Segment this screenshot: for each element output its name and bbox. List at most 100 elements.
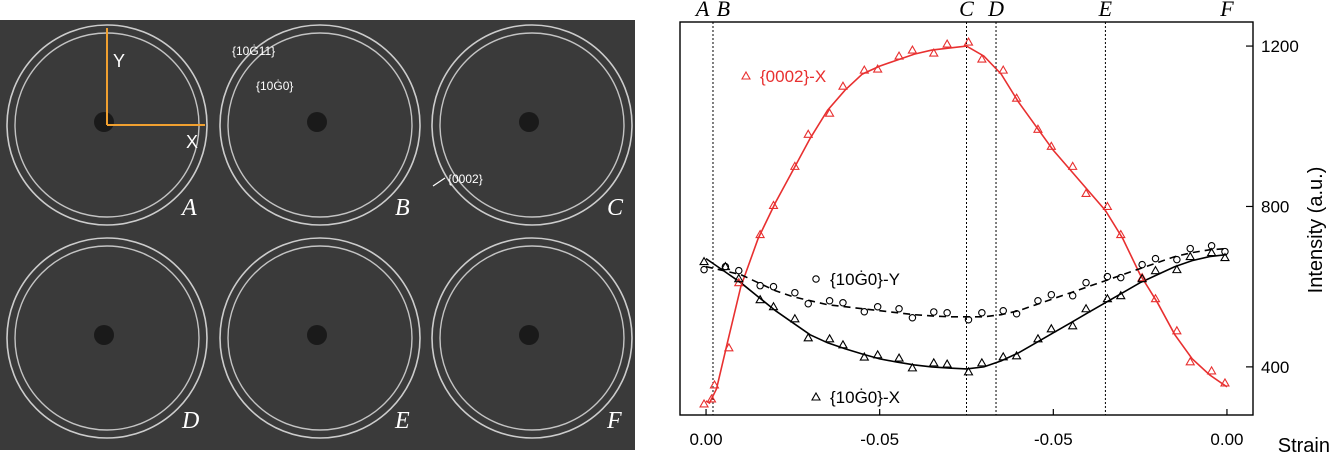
data-point (1067, 161, 1078, 170)
legend-marker (812, 275, 820, 283)
diffraction-svg: A B C D E F Y X {10Ġ11} {10Ġ0} {0002} (0, 20, 635, 450)
data-point (709, 379, 720, 389)
data-point (1081, 303, 1091, 313)
diffraction-panel-f: F (431, 237, 633, 439)
data-point (1115, 290, 1126, 300)
data-point (768, 301, 779, 311)
y-axis-title: Intensity (a.u.) (1305, 167, 1327, 294)
top-label-a: A (694, 0, 710, 21)
panel-label: E (394, 408, 410, 434)
data-point (1206, 247, 1217, 257)
data-point (998, 65, 1009, 74)
data-point (1171, 264, 1182, 274)
data-point (1206, 365, 1217, 375)
x-tick-label: -0.05 (1034, 430, 1073, 449)
data-point (699, 256, 709, 266)
data-point (1012, 309, 1021, 318)
data-point (1034, 296, 1042, 305)
data-point (907, 44, 918, 54)
top-label-b: B (717, 0, 730, 21)
data-point (1185, 251, 1196, 261)
diffraction-panel-d: D (6, 237, 208, 439)
data-point (1173, 255, 1181, 264)
data-point (1082, 278, 1090, 287)
data-point (699, 398, 709, 408)
ring-label-1: {10Ġ11} (232, 44, 275, 58)
data-point (789, 313, 800, 323)
data-point (825, 296, 834, 305)
data-point (1117, 273, 1125, 282)
data-point (943, 308, 951, 317)
data-point (894, 50, 904, 60)
series-line-2 (705, 253, 1228, 370)
data-point (1151, 254, 1160, 263)
data-point (706, 393, 717, 403)
x-tick-label: -0.05 (860, 430, 899, 449)
series-label: {0002}-X (760, 67, 826, 86)
outer-ring (219, 24, 421, 226)
beam-stop (519, 325, 539, 345)
outer-ring (6, 24, 208, 226)
ring-label-2: {10Ġ0} (256, 79, 293, 93)
data-point (1068, 291, 1077, 300)
panel-cells: A B C D E F (6, 24, 633, 439)
data-point (756, 281, 764, 290)
data-point (700, 265, 708, 274)
inner-ring (14, 245, 200, 431)
data-point (755, 229, 766, 239)
data-point (804, 299, 812, 308)
beam-stop (307, 325, 327, 345)
data-point (824, 108, 835, 117)
y-tick-label: 800 (1261, 197, 1289, 216)
beam-stop (94, 112, 114, 132)
top-label-f: F (1219, 0, 1234, 21)
data-point (872, 349, 883, 359)
ring-label-3: {0002} (448, 172, 483, 186)
diffraction-panel-c: C (431, 24, 633, 226)
data-point (824, 333, 835, 343)
data-point (928, 47, 939, 57)
x-tick-label: 0.00 (1210, 430, 1243, 449)
data-point (791, 288, 799, 297)
y-axis-label: Y (113, 51, 125, 71)
legend-marker (741, 70, 751, 80)
panel-label: A (180, 195, 197, 221)
data-point (723, 342, 734, 352)
data-point (838, 339, 848, 349)
data-point (1150, 265, 1161, 275)
beam-stop (519, 112, 539, 132)
data-point (999, 306, 1007, 315)
data-point (860, 307, 869, 316)
data-point (1081, 188, 1091, 197)
ring-label-3-arrow (432, 177, 446, 187)
top-label-d: D (987, 0, 1004, 21)
data-point (907, 362, 918, 372)
ring-labels: {10Ġ11} {10Ġ0} {0002} (232, 44, 483, 187)
top-label-e: E (1098, 0, 1113, 21)
orientation-axes: Y X (106, 28, 205, 152)
data-point (768, 200, 779, 210)
data-point (894, 352, 904, 362)
x-axis-title: Strain (1278, 435, 1330, 457)
data-point (978, 308, 986, 317)
data-point (895, 304, 903, 313)
panel-label: D (181, 408, 199, 434)
series-points (699, 36, 1230, 408)
data-point (1137, 273, 1148, 283)
data-point (1150, 293, 1161, 303)
data-point (942, 358, 953, 368)
data-point (998, 351, 1009, 361)
data-point (963, 366, 974, 376)
beam-stop (94, 325, 114, 345)
diffraction-image-grid: A B C D E F Y X {10Ġ11} {10Ġ0} {0002} (0, 20, 635, 450)
data-point (1102, 293, 1113, 303)
x-tick-label: 0.00 (689, 430, 722, 449)
inner-ring (227, 32, 413, 218)
series-label: {10Ġ0}-X (830, 387, 900, 407)
data-point (976, 53, 987, 63)
data-point (803, 129, 814, 138)
y-tick-label: 400 (1261, 358, 1289, 377)
data-point (720, 261, 731, 271)
